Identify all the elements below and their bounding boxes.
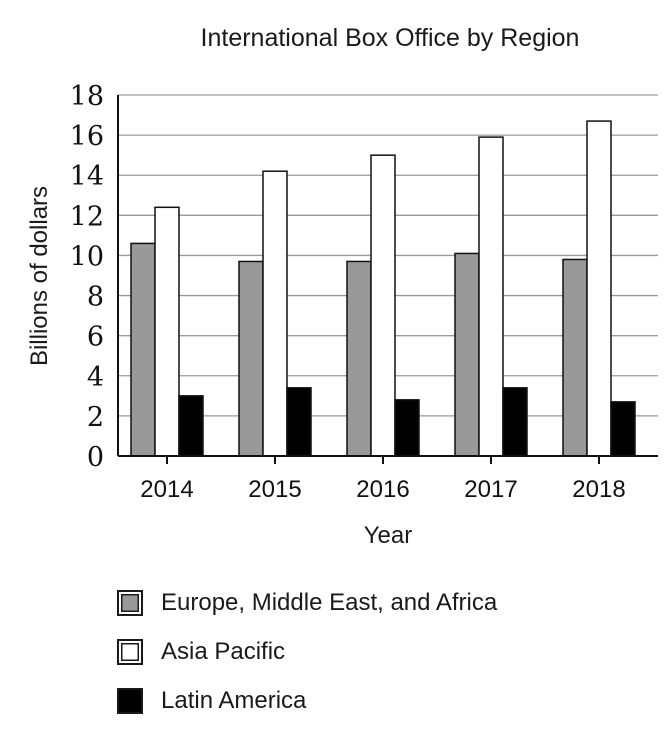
y-tick-label: 8 [87, 282, 104, 313]
bar-europe-middle-east-and-africa-2014 [130, 242, 156, 457]
y-axis-label: Billions of dollars [26, 185, 53, 367]
bar-latin-america-2018 [610, 401, 636, 457]
y-tick-label: 12 [70, 201, 104, 232]
bars [130, 120, 636, 457]
legend-item-asia-pacific: Asia Pacific [117, 627, 497, 676]
legend-item-emea: Europe, Middle East, and Africa [117, 578, 497, 627]
x-tick-label: 2016 [356, 476, 409, 503]
y-tick-label: 16 [70, 121, 104, 152]
legend-label-asia-pacific: Asia Pacific [161, 637, 286, 665]
bar-asia-pacific-2016 [370, 154, 396, 457]
legend-label-latin-america: Latin America [161, 686, 307, 714]
x-tick-label: 2017 [464, 476, 517, 503]
bar-latin-america-2015 [286, 387, 312, 457]
y-tick-label: 18 [70, 81, 104, 112]
legend-swatch-latin-america [117, 687, 143, 714]
y-tick-label: 2 [87, 402, 104, 433]
bar-asia-pacific-2018 [586, 120, 612, 457]
y-tick-label: 4 [87, 362, 104, 393]
legend-swatch-emea [117, 589, 143, 616]
bar-latin-america-2014 [178, 395, 204, 457]
bar-europe-middle-east-and-africa-2016 [346, 260, 372, 457]
y-tick-label: 10 [70, 241, 104, 272]
legend-label-emea: Europe, Middle East, and Africa [161, 588, 498, 616]
bar-europe-middle-east-and-africa-2018 [562, 258, 588, 457]
x-axis-label: Year [363, 522, 413, 549]
bar-latin-america-2017 [502, 387, 528, 457]
x-tick-label: 2014 [140, 476, 193, 503]
x-tick-labels: 2014 2015 2016 2017 2018 [140, 476, 625, 503]
y-tick-label: 14 [70, 161, 104, 192]
bar-asia-pacific-2014 [154, 206, 180, 457]
bar-europe-middle-east-and-africa-2017 [454, 252, 480, 457]
y-tick-label: 0 [87, 442, 104, 473]
bar-europe-middle-east-and-africa-2015 [238, 260, 264, 457]
bar-latin-america-2016 [394, 399, 420, 457]
legend-swatch-asia-pacific [117, 638, 143, 665]
y-tick-label: 6 [87, 322, 104, 353]
y-tick-labels: 0 2 4 6 8 10 12 14 16 18 [70, 81, 104, 473]
legend-item-latin-america: Latin America [117, 676, 497, 725]
axes [117, 95, 658, 464]
legend: Europe, Middle East, and Africa Asia Pac… [117, 578, 497, 725]
chart-title: International Box Office by Region [200, 24, 580, 52]
x-tick-label: 2018 [572, 476, 625, 503]
bar-asia-pacific-2015 [262, 170, 288, 457]
x-tick-label: 2015 [248, 476, 301, 503]
bar-asia-pacific-2017 [478, 136, 504, 457]
